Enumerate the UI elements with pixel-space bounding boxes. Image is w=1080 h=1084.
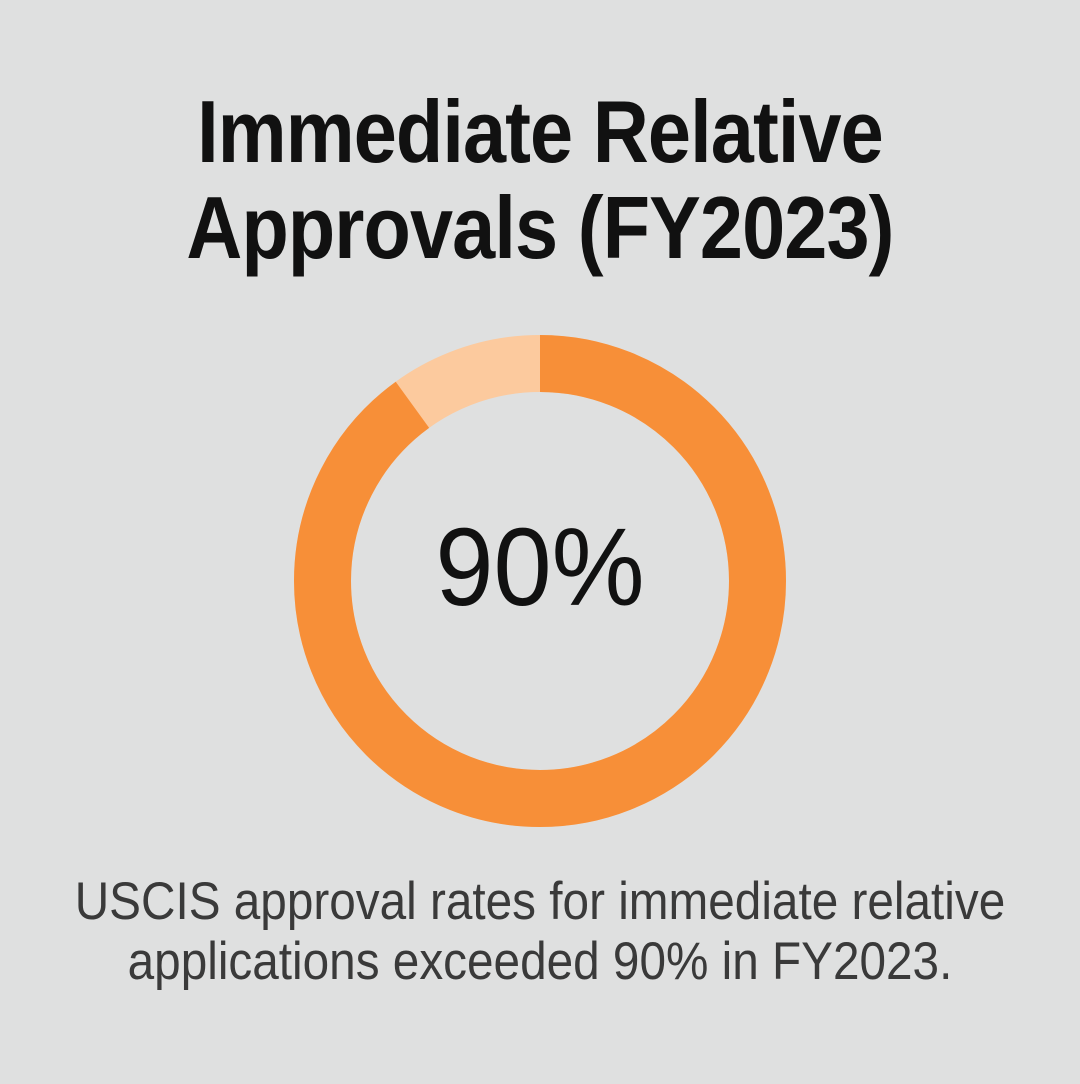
chart-title-line-1: Immediate Relative <box>197 82 884 181</box>
donut-ring-value <box>294 335 786 827</box>
caption-line-1: USCIS approval rates for immediate relat… <box>74 872 1006 931</box>
chart-title-line-2: Approvals (FY2023) <box>186 178 894 277</box>
donut-chart-svg <box>294 335 786 827</box>
donut-center-label: 90% <box>435 505 645 629</box>
caption: USCIS approval rates for immediate relat… <box>54 872 1026 992</box>
chart-title: Immediate Relative Approvals (FY2023) <box>65 84 1015 276</box>
donut-chart: 90% <box>294 335 786 827</box>
caption-line-2: applications exceeded 90% in FY2023. <box>127 932 953 991</box>
